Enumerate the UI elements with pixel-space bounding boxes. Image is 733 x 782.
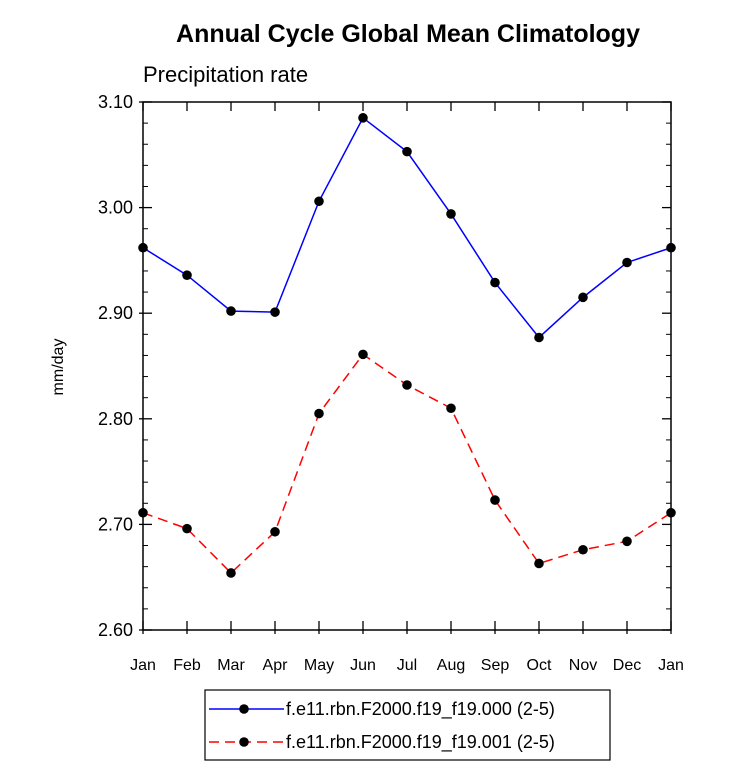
data-point-s0-5 <box>358 113 368 123</box>
y-tick-label: 2.90 <box>98 303 133 323</box>
x-tick-label: Aug <box>437 657 465 674</box>
x-tick-label: Oct <box>527 657 552 674</box>
data-point-s1-1 <box>182 523 192 534</box>
y-axis-label: mm/day <box>50 339 67 396</box>
chart-title: Annual Cycle Global Mean Climatology <box>176 20 640 48</box>
x-tick-label: Jan <box>130 657 156 674</box>
x-tick-label: May <box>304 657 334 674</box>
data-point-s0-1 <box>182 270 192 280</box>
legend-label-1: f.e11.rbn.F2000.f19_f19.001 (2-5) <box>286 732 555 753</box>
y-tick-label: 3.10 <box>98 92 133 112</box>
data-point-s0-3 <box>270 307 280 317</box>
data-point-s1-12 <box>666 507 676 518</box>
data-point-s0-12 <box>666 242 676 253</box>
data-point-s1-0 <box>138 507 148 518</box>
y-tick-label: 3.00 <box>98 198 133 218</box>
x-tick-label: Feb <box>173 657 201 674</box>
data-point-s0-8 <box>490 277 500 288</box>
data-point-s1-8 <box>490 495 500 505</box>
data-point-s1-10 <box>578 544 588 555</box>
legend-marker-1 <box>239 737 249 747</box>
data-point-s0-2 <box>226 306 236 316</box>
y-tick-label: 2.60 <box>98 620 133 640</box>
data-point-s0-0 <box>138 242 148 253</box>
y-tick-label: 2.70 <box>98 514 133 534</box>
x-tick-label: Jan <box>658 657 684 674</box>
data-point-s1-4 <box>314 408 324 419</box>
data-point-s0-10 <box>578 292 588 303</box>
x-tick-label: Apr <box>263 657 289 674</box>
data-point-s1-6 <box>402 380 412 390</box>
chart-subtitle: Precipitation rate <box>143 62 308 87</box>
data-point-s0-6 <box>402 146 412 157</box>
legend-box <box>204 689 611 761</box>
y-tick-label: 2.80 <box>98 409 133 429</box>
legend-label-0: f.e11.rbn.F2000.f19_f19.000 (2-5) <box>286 699 555 720</box>
data-point-s0-9 <box>534 332 544 343</box>
data-point-s0-7 <box>446 209 456 219</box>
x-tick-label: Nov <box>569 657 597 674</box>
legend-marker-0 <box>239 704 249 714</box>
data-point-s1-9 <box>534 558 544 569</box>
data-point-s0-4 <box>314 196 324 207</box>
data-point-s0-11 <box>622 257 632 268</box>
data-point-s1-11 <box>622 536 632 547</box>
legend: f.e11.rbn.F2000.f19_f19.000 (2-5) f.e11.r… <box>204 689 611 761</box>
x-tick-label: Sep <box>481 657 510 674</box>
x-tick-label: Mar <box>217 657 245 674</box>
x-tick-label: Jul <box>397 657 417 674</box>
data-point-s1-5 <box>358 349 368 360</box>
x-tick-label: Jun <box>350 657 376 674</box>
x-tick-label: Dec <box>613 657 641 674</box>
data-point-s1-2 <box>226 568 236 578</box>
data-point-s1-7 <box>446 403 456 414</box>
plot-frame <box>142 101 672 631</box>
data-point-s1-3 <box>270 526 280 537</box>
